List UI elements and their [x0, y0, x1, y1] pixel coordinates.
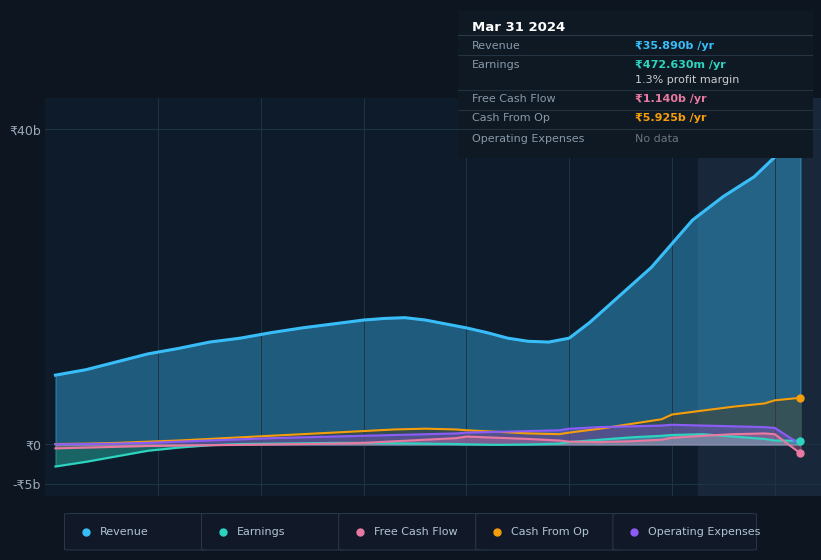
Text: Mar 31 2024: Mar 31 2024	[472, 21, 566, 35]
Text: Free Cash Flow: Free Cash Flow	[472, 94, 556, 104]
Text: Revenue: Revenue	[99, 527, 149, 537]
FancyBboxPatch shape	[476, 514, 620, 550]
Text: Revenue: Revenue	[472, 41, 521, 52]
FancyBboxPatch shape	[64, 514, 208, 550]
Text: 1.3% profit margin: 1.3% profit margin	[635, 75, 740, 85]
Text: ₹35.890b /yr: ₹35.890b /yr	[635, 41, 714, 52]
Text: ₹1.140b /yr: ₹1.140b /yr	[635, 94, 707, 104]
Text: Operating Expenses: Operating Expenses	[472, 134, 585, 144]
Text: ₹472.630m /yr: ₹472.630m /yr	[635, 60, 727, 71]
Text: Earnings: Earnings	[237, 527, 286, 537]
Text: ₹5.925b /yr: ₹5.925b /yr	[635, 113, 707, 123]
Text: Cash From Op: Cash From Op	[472, 113, 550, 123]
Text: Free Cash Flow: Free Cash Flow	[374, 527, 457, 537]
Bar	[698, 98, 821, 496]
Text: Operating Expenses: Operating Expenses	[649, 527, 760, 537]
Text: Cash From Op: Cash From Op	[511, 527, 589, 537]
FancyBboxPatch shape	[612, 514, 757, 550]
Text: Earnings: Earnings	[472, 60, 521, 71]
FancyBboxPatch shape	[338, 514, 482, 550]
FancyBboxPatch shape	[201, 514, 345, 550]
Text: No data: No data	[635, 134, 679, 144]
